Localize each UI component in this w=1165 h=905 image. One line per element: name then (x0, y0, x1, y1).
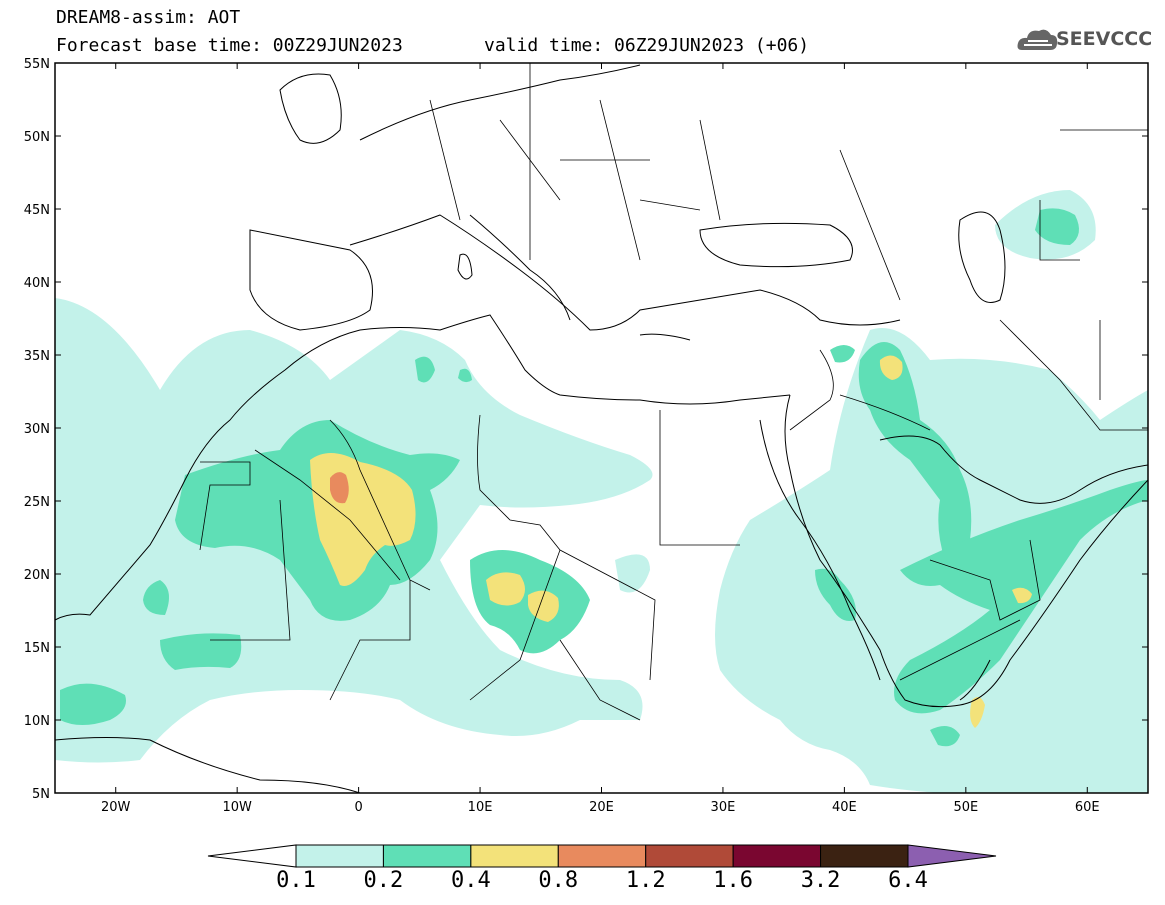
lat-label: 45N (24, 203, 50, 218)
colorbar-level-label: 1.2 (625, 868, 666, 893)
lat-label: 20N (24, 568, 50, 583)
lon-label: 60E (1075, 800, 1100, 815)
colorbar-swatch (732, 844, 822, 868)
colorbar-low-extend (207, 844, 297, 868)
colorbar (207, 844, 997, 868)
lat-label: 35N (24, 349, 50, 364)
coastlines (55, 64, 1148, 793)
colorbar-swatch (470, 844, 559, 868)
lat-label: 40N (24, 276, 50, 291)
forecast-base-time: Forecast base time: 00Z29JUN2023 (56, 35, 403, 56)
lat-label: 10N (24, 714, 50, 729)
lat-label: 30N (24, 422, 50, 437)
lon-label: 40E (832, 800, 857, 815)
colorbar-level-label: 0.2 (363, 868, 404, 893)
lon-label: 50E (953, 800, 978, 815)
colorbar-level-label: 6.4 (888, 868, 928, 893)
colorbar-swatch (820, 844, 909, 868)
lon-label: 0 (354, 800, 362, 815)
lon-label: 10W (222, 800, 252, 815)
longitude-axis: 20W 10W 0 10E 20E 30E 40E 50E 60E (101, 63, 1100, 815)
colorbar-level-label: 0.8 (538, 868, 579, 893)
cloud-logo-icon (1017, 29, 1058, 50)
aot-level-0.8 (330, 472, 349, 504)
country-borders (199, 63, 1148, 721)
colorbar-level-label: 1.6 (713, 868, 754, 893)
lon-label: 30E (711, 800, 736, 815)
colorbar-level-label: 0.4 (450, 868, 491, 893)
map-title: DREAM8-assim: AOT (56, 7, 241, 28)
lat-label: 25N (24, 495, 50, 510)
colorbar-level-label: 3.2 (800, 868, 841, 893)
latitude-axis: 55N 50N 45N 40N 35N 30N 25N 20N 15N 10N 5N (24, 57, 1148, 802)
lat-label: 5N (32, 787, 50, 802)
colorbar-high-extend (907, 844, 997, 868)
logo-text: SEEVCCC (1056, 28, 1153, 50)
valid-time: valid time: 06Z29JUN2023 (+06) (484, 35, 810, 56)
colorbar-level-label: 0.1 (276, 868, 316, 893)
lon-label: 10E (468, 800, 493, 815)
colorbar-swatch (295, 844, 384, 868)
colorbar-swatch (557, 844, 647, 868)
lat-label: 15N (24, 641, 50, 656)
lon-label: 20W (101, 800, 131, 815)
colorbar-swatch (645, 844, 734, 868)
lat-label: 50N (24, 130, 50, 145)
lat-label: 55N (24, 57, 50, 72)
lon-label: 20E (589, 800, 614, 815)
colorbar-swatch (382, 844, 472, 868)
